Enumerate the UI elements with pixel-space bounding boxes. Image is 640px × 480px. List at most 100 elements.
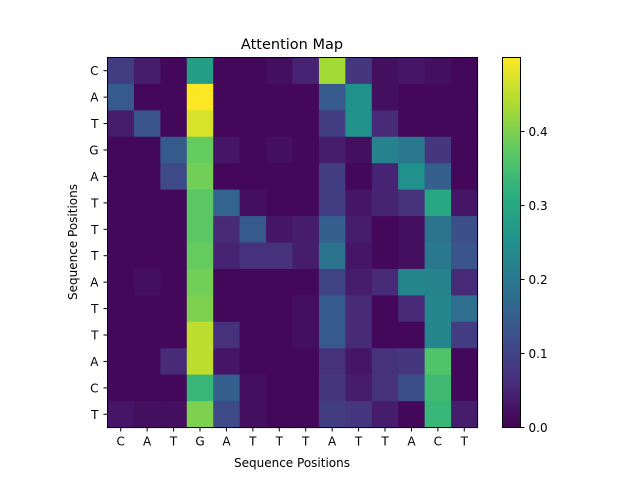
- heatmap-cell: [424, 163, 452, 191]
- heatmap-cell: [451, 374, 479, 402]
- heatmap-cell: [213, 136, 241, 164]
- x-tick-label: T: [380, 435, 389, 449]
- heatmap-cell: [133, 216, 161, 244]
- heatmap-cell: [107, 374, 135, 402]
- heatmap-cell: [107, 189, 135, 217]
- heatmap-cell: [239, 295, 267, 323]
- heatmap-cell: [292, 110, 320, 138]
- heatmap-cell: [107, 401, 135, 429]
- heatmap-cell: [133, 189, 161, 217]
- heatmap-cell: [266, 83, 294, 111]
- heatmap-cell: [133, 110, 161, 138]
- heatmap-cell: [133, 348, 161, 376]
- heatmap-cell: [186, 110, 214, 138]
- heatmap-cell: [160, 189, 188, 217]
- heatmap-cell: [186, 374, 214, 402]
- y-tick-label: T: [90, 249, 99, 263]
- heatmap-cell: [292, 83, 320, 111]
- heatmap-cell: [371, 295, 399, 323]
- heatmap-cell: [292, 242, 320, 270]
- colorbar-ticks: 0.0 0.1 0.2 0.3 0.4: [520, 125, 548, 435]
- heatmap-cell: [424, 401, 452, 429]
- heatmap-cell: [292, 216, 320, 244]
- heatmap-cell: [371, 216, 399, 244]
- heatmap-cell: [160, 374, 188, 402]
- heatmap-cell: [213, 295, 241, 323]
- heatmap-cell: [451, 295, 479, 323]
- x-tick-label: T: [301, 435, 310, 449]
- heatmap-cell: [292, 189, 320, 217]
- heatmap-cell: [186, 163, 214, 191]
- heatmap-cell: [266, 110, 294, 138]
- heatmap-cell: [213, 83, 241, 111]
- x-tick-label: T: [275, 435, 284, 449]
- heatmap-cell: [318, 57, 346, 85]
- heatmap-cell: [266, 374, 294, 402]
- heatmap-cell: [292, 295, 320, 323]
- heatmap-cell: [186, 136, 214, 164]
- heatmap-cell: [398, 216, 426, 244]
- heatmap-cell: [213, 216, 241, 244]
- y-axis-label: Sequence Positions: [66, 184, 80, 300]
- chart-title: Attention Map: [241, 37, 343, 53]
- heatmap-cell: [398, 321, 426, 349]
- heatmap-cell: [213, 374, 241, 402]
- heatmap-cell: [160, 268, 188, 296]
- colorbar-tick-label: 0.4: [529, 125, 548, 139]
- y-tick-label: T: [90, 329, 99, 343]
- heatmap-cell: [345, 401, 373, 429]
- heatmap-cell: [160, 216, 188, 244]
- heatmap-cell: [424, 83, 452, 111]
- heatmap-cell: [424, 57, 452, 85]
- heatmap-cell: [133, 163, 161, 191]
- heatmap-cell: [133, 321, 161, 349]
- heatmap-cell: [398, 348, 426, 376]
- heatmap-cell: [133, 295, 161, 323]
- heatmap-cell: [398, 110, 426, 138]
- heatmap-cell: [133, 374, 161, 402]
- heatmap-cell: [213, 348, 241, 376]
- heatmap-cell: [424, 110, 452, 138]
- heatmap-cell: [292, 374, 320, 402]
- heatmap-cell: [186, 83, 214, 111]
- heatmap-cell: [107, 83, 135, 111]
- heatmap-cell: [318, 401, 346, 429]
- heatmap-cell: [160, 57, 188, 85]
- heatmap-cell: [345, 163, 373, 191]
- heatmap-cell: [398, 295, 426, 323]
- heatmap-cell: [398, 163, 426, 191]
- heatmap-cell: [160, 348, 188, 376]
- heatmap-cells: [107, 57, 479, 429]
- heatmap-cell: [186, 216, 214, 244]
- heatmap-cell: [160, 321, 188, 349]
- heatmap-cell: [318, 110, 346, 138]
- heatmap-cell: [107, 268, 135, 296]
- colorbar-tick-label: 0.0: [529, 421, 548, 435]
- heatmap-cell: [186, 242, 214, 270]
- heatmap-cell: [318, 268, 346, 296]
- heatmap-cell: [266, 189, 294, 217]
- heatmap-cell: [371, 83, 399, 111]
- heatmap-cell: [424, 348, 452, 376]
- heatmap-cell: [345, 189, 373, 217]
- heatmap-cell: [451, 189, 479, 217]
- y-tick-label: T: [90, 196, 99, 210]
- heatmap-cell: [266, 401, 294, 429]
- heatmap-cell: [266, 348, 294, 376]
- heatmap-cell: [107, 321, 135, 349]
- x-tick-label: T: [169, 435, 178, 449]
- y-tick-label: C: [90, 64, 98, 78]
- x-tick-label: C: [434, 435, 442, 449]
- heatmap-cell: [451, 401, 479, 429]
- heatmap-cell: [451, 348, 479, 376]
- heatmap-cell: [160, 295, 188, 323]
- x-tick-label: G: [195, 435, 204, 449]
- heatmap-cell: [451, 321, 479, 349]
- heatmap-cell: [371, 374, 399, 402]
- heatmap-cell: [107, 163, 135, 191]
- heatmap-cell: [292, 136, 320, 164]
- x-tick-label: A: [222, 435, 231, 449]
- heatmap-cell: [345, 83, 373, 111]
- heatmap-cell: [371, 401, 399, 429]
- heatmap-cell: [345, 242, 373, 270]
